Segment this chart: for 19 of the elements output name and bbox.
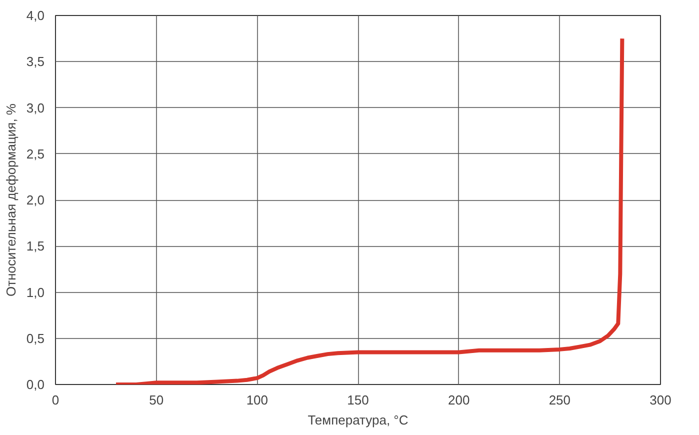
x-tick-label: 50	[149, 392, 164, 408]
y-tick-label: 1,5	[26, 238, 45, 254]
x-tick-label: 300	[650, 392, 672, 408]
x-tick-label: 200	[448, 392, 470, 408]
y-tick-label: 2,0	[26, 192, 45, 208]
x-tick-label: 250	[548, 392, 571, 408]
line-series	[114, 36, 624, 384]
y-tick-label: 0,5	[26, 330, 45, 346]
x-tick-label: 0	[52, 392, 60, 408]
y-tick-label: 1,0	[26, 284, 45, 300]
x-tick-label: 150	[347, 392, 369, 408]
x-tick-label: 100	[246, 392, 268, 408]
y-tick-label: 2,5	[26, 146, 45, 162]
y-axis-title: Относительная деформация, %	[3, 103, 18, 296]
x-axis-title: Температура, °C	[308, 412, 408, 428]
y-tick-label: 0,0	[26, 377, 45, 392]
y-tick-label: 3,5	[26, 54, 45, 70]
y-tick-label: 3,0	[26, 100, 45, 116]
y-tick-label: 4,0	[26, 8, 45, 23]
